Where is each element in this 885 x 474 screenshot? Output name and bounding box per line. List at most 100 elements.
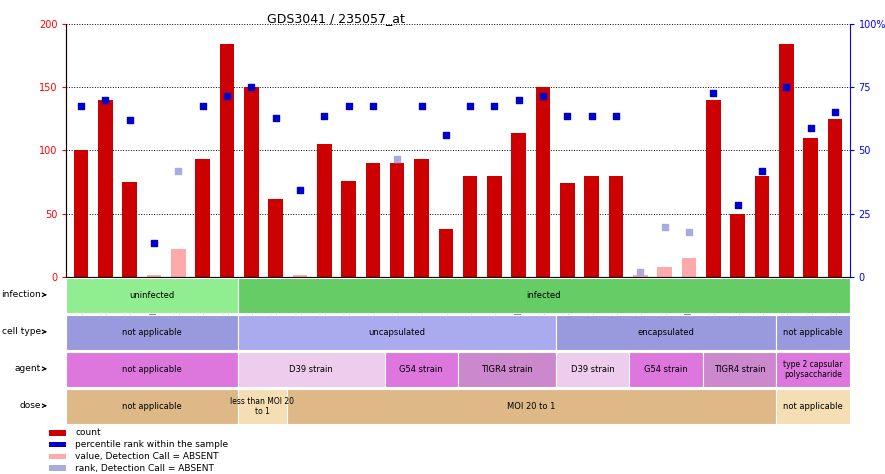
Bar xyxy=(755,176,769,277)
Bar xyxy=(66,278,238,313)
Bar xyxy=(196,159,210,277)
Text: count: count xyxy=(75,428,101,438)
Bar xyxy=(49,465,66,471)
Bar xyxy=(385,352,458,387)
Bar xyxy=(49,430,66,436)
Point xyxy=(268,114,282,121)
Bar xyxy=(49,442,66,447)
Bar xyxy=(584,176,599,277)
Text: not applicable: not applicable xyxy=(783,328,843,337)
Text: less than MOI 20
to 1: less than MOI 20 to 1 xyxy=(230,397,294,416)
Point xyxy=(755,167,769,174)
Text: infection: infection xyxy=(2,290,41,299)
Bar xyxy=(244,87,258,277)
Point xyxy=(828,109,843,116)
Text: value, Detection Call = ABSENT: value, Detection Call = ABSENT xyxy=(75,452,219,461)
Bar xyxy=(458,352,556,387)
Bar xyxy=(66,389,238,424)
Bar xyxy=(703,352,776,387)
Point xyxy=(682,228,696,236)
Bar xyxy=(730,214,745,277)
Text: not applicable: not applicable xyxy=(783,402,843,411)
Bar xyxy=(556,352,629,387)
Point xyxy=(536,92,550,100)
Bar xyxy=(556,315,776,350)
Bar xyxy=(706,100,720,277)
Bar xyxy=(342,181,356,277)
Bar xyxy=(512,133,526,277)
Bar xyxy=(219,44,235,277)
Bar xyxy=(439,229,453,277)
Point xyxy=(147,239,161,247)
Text: not applicable: not applicable xyxy=(122,365,182,374)
Bar xyxy=(535,87,550,277)
Text: TIGR4 strain: TIGR4 strain xyxy=(481,365,533,374)
Point xyxy=(342,102,356,110)
Bar xyxy=(287,389,776,424)
Point xyxy=(122,116,136,124)
Point xyxy=(488,102,502,110)
Text: infected: infected xyxy=(527,291,561,300)
Text: GDS3041 / 235057_at: GDS3041 / 235057_at xyxy=(267,12,405,25)
Point xyxy=(706,90,720,97)
Bar xyxy=(98,100,112,277)
Bar xyxy=(776,315,850,350)
Bar xyxy=(658,267,672,277)
Bar xyxy=(238,315,556,350)
Point xyxy=(780,83,794,91)
Text: agent: agent xyxy=(15,364,41,373)
Text: uncapsulated: uncapsulated xyxy=(368,328,426,337)
Bar xyxy=(171,249,186,277)
Text: not applicable: not applicable xyxy=(122,328,182,337)
Bar xyxy=(238,352,385,387)
Bar xyxy=(390,163,404,277)
Point xyxy=(804,124,818,131)
Bar xyxy=(804,138,818,277)
Point xyxy=(609,112,623,120)
Bar xyxy=(633,275,648,277)
Bar xyxy=(366,163,381,277)
Bar xyxy=(414,159,429,277)
Bar xyxy=(73,151,88,277)
Text: TIGR4 strain: TIGR4 strain xyxy=(713,365,766,374)
Text: D39 strain: D39 strain xyxy=(571,365,614,374)
Bar xyxy=(122,182,137,277)
Text: dose: dose xyxy=(19,401,41,410)
Bar xyxy=(293,275,307,277)
Point xyxy=(658,223,672,230)
Bar xyxy=(66,315,238,350)
Bar xyxy=(560,183,574,277)
Point xyxy=(731,201,745,209)
Bar xyxy=(487,176,502,277)
Bar xyxy=(463,176,477,277)
Point xyxy=(634,268,648,276)
Point xyxy=(317,112,331,120)
Point xyxy=(439,131,453,139)
Text: type 2 capsular
polysaccharide: type 2 capsular polysaccharide xyxy=(783,360,843,379)
Text: percentile rank within the sample: percentile rank within the sample xyxy=(75,440,228,449)
Text: cell type: cell type xyxy=(2,327,41,336)
Point xyxy=(244,83,258,91)
Bar xyxy=(238,278,850,313)
Bar xyxy=(268,199,283,277)
Point xyxy=(463,102,477,110)
Bar xyxy=(609,176,623,277)
Text: D39 strain: D39 strain xyxy=(289,365,333,374)
Bar xyxy=(238,389,287,424)
Bar xyxy=(147,275,161,277)
Text: rank, Detection Call = ABSENT: rank, Detection Call = ABSENT xyxy=(75,464,214,473)
Text: encapsulated: encapsulated xyxy=(637,328,695,337)
Point xyxy=(98,96,112,104)
Point xyxy=(390,155,404,163)
Point xyxy=(293,186,307,193)
Point xyxy=(73,102,88,110)
Point xyxy=(585,112,599,120)
Point xyxy=(219,92,234,100)
Bar xyxy=(49,454,66,459)
Bar xyxy=(827,119,843,277)
Point xyxy=(366,102,380,110)
Point xyxy=(171,167,185,174)
Text: not applicable: not applicable xyxy=(122,402,182,411)
Bar xyxy=(779,44,794,277)
Point xyxy=(512,96,526,104)
